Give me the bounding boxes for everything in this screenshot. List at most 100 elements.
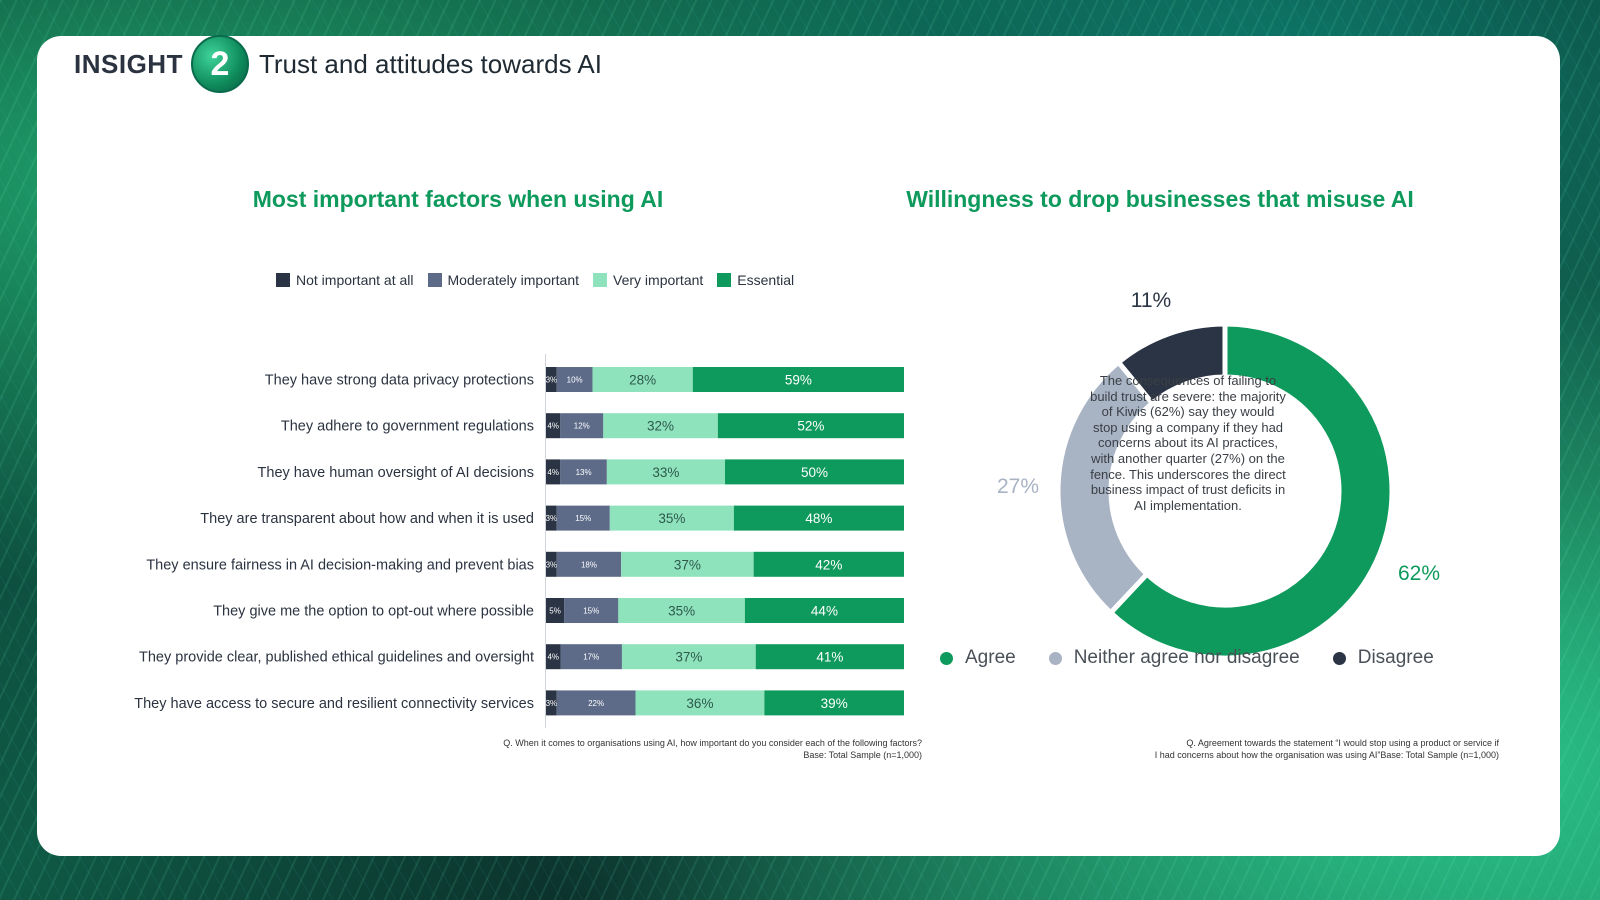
category-label-6: They give me the option to opt-out where… [213,604,534,620]
bar-value-label-not-important-at-all-6: 5% [549,607,561,616]
category-label-1: They have strong data privacy protection… [265,373,534,389]
donut-chart-footnote: Q. Agreement towards the statement “I wo… [1039,737,1499,761]
bar-moderately-important-8 [556,690,636,716]
category-label-3: They have human oversight of AI decision… [258,465,534,481]
category-label-4: They are transparent about how and when … [200,511,534,527]
bar-value-label-not-important-at-all-5: 3% [546,560,558,569]
page-header: INSIGHT 2 Trust and attitudes towards AI [74,35,602,93]
bar-chart-legend: Not important at all Moderately important… [276,272,808,288]
bar-moderately-important-3 [560,459,607,485]
legend-item-very-important: Very important [593,272,703,288]
legend-swatch-moderately-important [427,273,442,287]
bar-value-label-very-important-1: 28% [629,373,656,388]
donut-center-text: The consequences of failing to build tru… [1090,373,1286,513]
bar-value-label-moderately-important-5: 18% [581,560,597,569]
bar-not-important-at-all-7 [546,644,561,670]
donut-slice-disagree [1116,321,1228,406]
bar-not-important-at-all-8 [546,690,557,716]
bar-very-important-6 [618,598,745,623]
bar-not-important-at-all-5 [546,551,557,577]
legend-label-very-important: Very important [613,272,704,288]
donut-slice-neither-agree-nor-disagree [1055,359,1155,616]
donut-legend-item-disagree: Disagree [1332,647,1434,669]
legend-item-essential: Essential [717,272,794,288]
bar-value-label-essential-7: 41% [816,650,843,665]
donut-footnote-base: I had concerns about how the organisatio… [1154,750,1499,760]
bar-very-important-2 [603,413,718,439]
bar-value-label-very-important-8: 36% [686,696,713,711]
donut-footnote-question: Q. Agreement towards the statement “I wo… [1186,738,1499,748]
category-label-8: They have access to secure and resilient… [134,696,534,712]
bar-not-important-at-all-2 [546,413,561,439]
donut-value-label-neither-agree-nor-disagree: 27% [997,475,1039,498]
bar-essential-1 [692,367,904,392]
bar-value-label-very-important-2: 32% [647,419,674,434]
category-label-2: They adhere to government regulations [281,419,534,435]
bar-footnote-base: Base: Total Sample (n=1,000) [803,750,922,760]
bar-not-important-at-all-3 [546,459,561,485]
bar-essential-3 [725,459,904,485]
category-label-7: They provide clear, published ethical gu… [139,650,534,666]
bar-moderately-important-2 [560,413,604,439]
donut-legend-label-neither-agree-nor-disagree: Neither agree nor disagree [1073,647,1300,668]
bar-chart-footnote: Q. When it comes to organisations using … [362,737,922,761]
bar-value-label-essential-3: 50% [801,465,828,480]
donut-legend-item-neither-agree-nor-disagree: Neither agree nor disagree [1048,647,1300,669]
donut-legend-dot-neither-agree-nor-disagree [1048,651,1062,665]
bar-moderately-important-5 [556,551,622,577]
bar-very-important-5 [621,551,754,577]
legend-item-not-important-at-all: Not important at all [276,272,414,288]
donut-legend-dot-agree [940,651,953,665]
bar-essential-6 [744,598,904,623]
bar-value-label-not-important-at-all-7: 4% [547,653,559,662]
legend-label-not-important-at-all: Not important at all [296,272,414,288]
bar-value-label-not-important-at-all-2: 4% [547,422,559,431]
bar-value-label-moderately-important-3: 13% [576,468,592,477]
donut-value-label-disagree: 11% [1131,289,1171,312]
legend-label-moderately-important: Moderately important [447,272,580,288]
bar-essential-7 [755,644,904,670]
bar-value-label-very-important-4: 35% [658,511,685,526]
page-title: Trust and attitudes towards AI [258,48,602,79]
bar-not-important-at-all-4 [546,505,557,531]
bar-value-label-not-important-at-all-8: 3% [546,699,558,708]
bar-moderately-important-7 [560,644,622,670]
bar-value-label-essential-1: 59% [785,373,812,388]
content-card [37,36,1560,856]
bar-very-important-8 [635,690,765,716]
donut-value-label-agree: 62% [1398,562,1440,585]
bar-value-label-essential-5: 42% [815,557,842,572]
bar-not-important-at-all-1 [546,367,557,392]
bar-value-label-essential-8: 39% [821,696,848,711]
legend-swatch-essential [717,273,732,287]
bar-moderately-important-4 [556,505,610,531]
donut-slice-agree [1108,321,1395,661]
bar-value-label-essential-4: 48% [805,511,832,526]
bar-value-label-essential-2: 52% [797,419,824,434]
bar-very-important-4 [609,505,734,531]
donut-legend-label-agree: Agree [965,647,1016,668]
donut-legend-dot-disagree [1332,651,1346,665]
bar-value-label-moderately-important-4: 15% [575,514,591,523]
bar-value-label-not-important-at-all-4: 3% [546,514,558,523]
bar-essential-5 [753,551,904,577]
insight-number-badge: 2 [190,35,249,93]
bar-essential-4 [733,505,904,531]
bar-value-label-essential-6: 44% [811,604,838,619]
bar-value-label-not-important-at-all-1: 3% [546,376,558,385]
bar-essential-2 [717,413,904,439]
bar-not-important-at-all-6 [546,598,565,623]
donut-legend-label-disagree: Disagree [1357,647,1434,668]
legend-swatch-very-important [593,273,608,287]
bar-very-important-1 [592,367,693,392]
bar-footnote-question: Q. When it comes to organisations using … [503,738,922,748]
legend-item-moderately-important: Moderately important [427,272,580,288]
bar-value-label-moderately-important-7: 17% [583,653,599,662]
bar-value-label-not-important-at-all-3: 4% [547,468,559,477]
bar-very-important-3 [606,459,725,485]
donut-chart-title: Willingness to drop businesses that misu… [906,186,1414,212]
bar-value-label-very-important-3: 33% [652,465,679,480]
donut-legend: Agree Neither agree nor disagree Disagree [940,647,1467,669]
donut-legend-item-agree: Agree [940,647,1016,669]
category-label-5: They ensure fairness in AI decision-maki… [146,557,534,573]
